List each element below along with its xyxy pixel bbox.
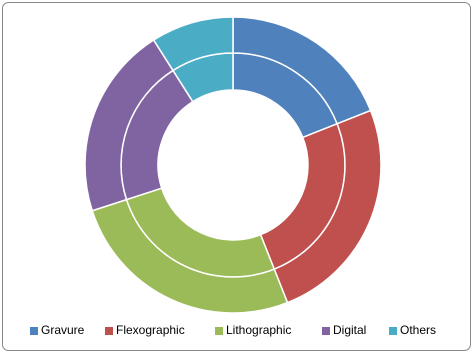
legend-label: Flexographic <box>116 323 185 337</box>
legend-label: Lithographic <box>226 323 291 337</box>
legend-label: Gravure <box>41 323 85 337</box>
legend-swatch <box>322 327 330 335</box>
legend-label: Digital <box>333 323 366 337</box>
donut-segment <box>152 16 234 72</box>
legend-swatch <box>215 327 223 335</box>
legend-label: Others <box>400 323 436 337</box>
legend-swatch <box>30 327 38 335</box>
legend-swatch <box>389 327 397 335</box>
legend-swatch <box>105 327 113 335</box>
